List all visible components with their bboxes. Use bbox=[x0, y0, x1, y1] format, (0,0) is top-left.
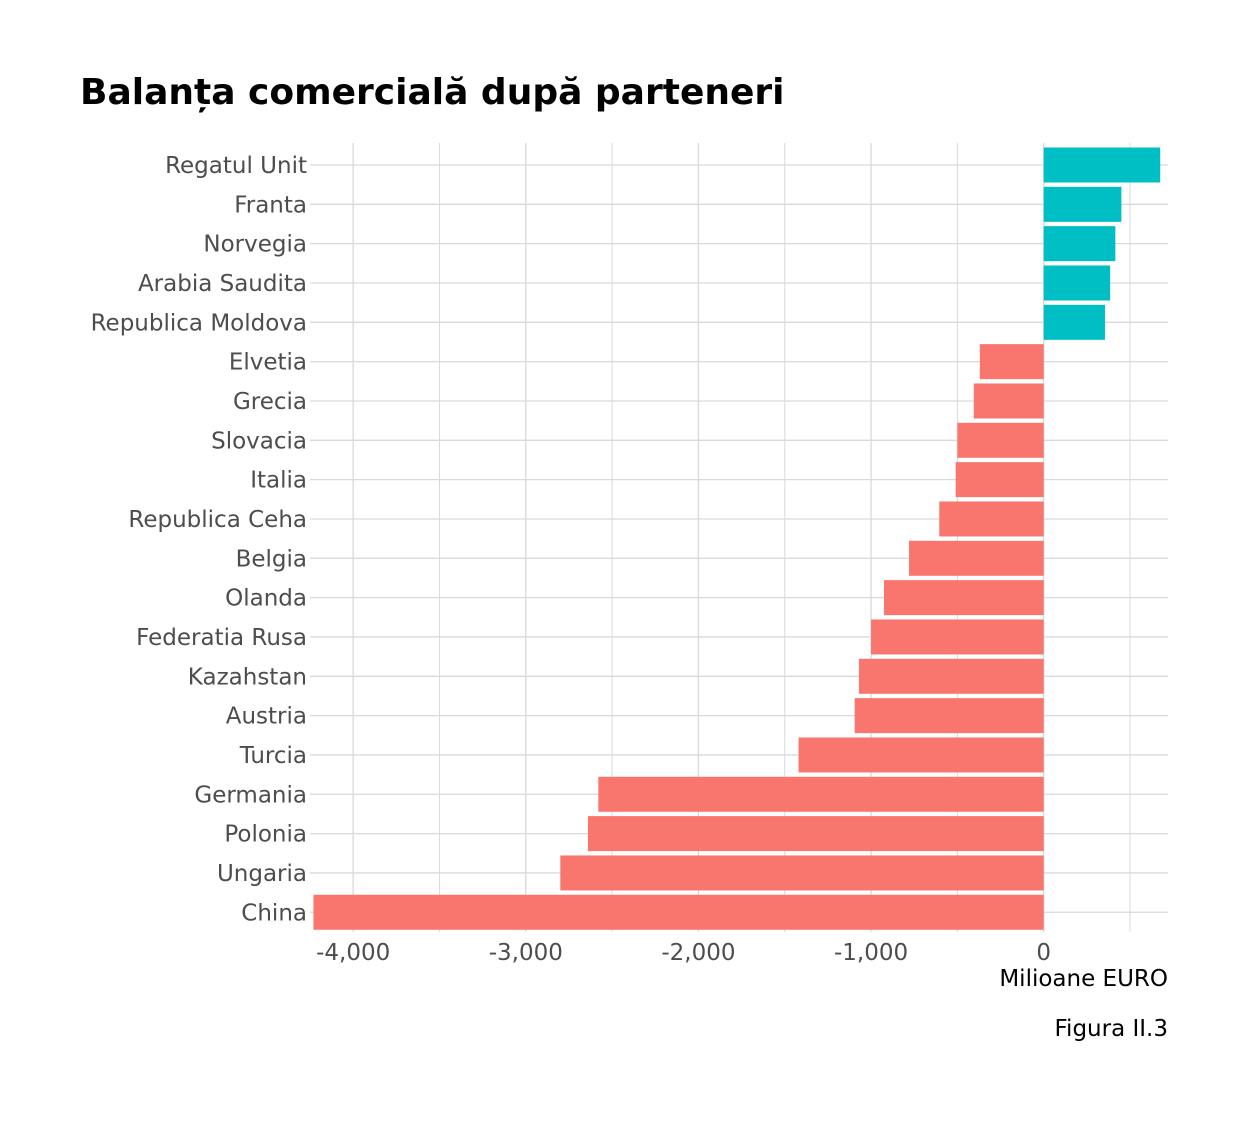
y-tick-label: Austria bbox=[226, 704, 307, 730]
figure-caption: Figura II.3 bbox=[1054, 1016, 1169, 1042]
bar bbox=[854, 698, 1044, 734]
y-tick-label: Arabia Saudita bbox=[138, 271, 307, 297]
bar bbox=[858, 658, 1044, 694]
chart-title: Balanța comercială după parteneri bbox=[80, 72, 785, 113]
x-tick-label: 0 bbox=[1036, 940, 1051, 966]
y-tick-label: Franta bbox=[234, 192, 307, 218]
y-tick-label: China bbox=[241, 900, 307, 926]
bar bbox=[979, 344, 1044, 380]
y-tick-label: Federatia Rusa bbox=[136, 625, 307, 651]
y-tick-label: Olanda bbox=[225, 586, 307, 612]
bar bbox=[1043, 147, 1161, 183]
y-tick-label: Republica Moldova bbox=[91, 310, 307, 336]
x-tick-label: -4,000 bbox=[316, 940, 390, 966]
bar bbox=[798, 737, 1044, 773]
bar bbox=[587, 816, 1044, 852]
y-tick-label: Belgia bbox=[236, 546, 307, 572]
bar bbox=[884, 580, 1044, 616]
bar bbox=[1043, 226, 1116, 262]
bar bbox=[909, 540, 1044, 576]
x-tick-label: -3,000 bbox=[489, 940, 563, 966]
bar bbox=[955, 462, 1044, 498]
y-tick-label: Norvegia bbox=[203, 232, 307, 258]
bar bbox=[957, 422, 1044, 458]
y-tick-label: Republica Ceha bbox=[128, 507, 307, 533]
y-tick-label: Grecia bbox=[233, 389, 307, 415]
y-tick-label: Italia bbox=[250, 468, 307, 494]
y-tick-label: Ungaria bbox=[217, 861, 307, 887]
y-tick-label: Regatul Unit bbox=[165, 153, 307, 179]
y-tick-label: Slovacia bbox=[211, 428, 307, 454]
bar bbox=[973, 383, 1044, 419]
bar bbox=[1043, 304, 1105, 340]
bar bbox=[939, 501, 1044, 537]
bar bbox=[598, 776, 1044, 812]
y-tick-label: Germania bbox=[194, 782, 307, 808]
bar bbox=[1043, 265, 1111, 301]
y-tick-label: Polonia bbox=[224, 822, 307, 848]
bar bbox=[1043, 186, 1122, 222]
x-axis-title: Milioane EURO bbox=[999, 966, 1168, 992]
x-tick-label: -2,000 bbox=[661, 940, 735, 966]
y-tick-label: Turcia bbox=[239, 743, 307, 769]
bar bbox=[313, 894, 1044, 930]
bar bbox=[871, 619, 1044, 655]
y-tick-label: Elvetia bbox=[229, 350, 307, 376]
x-tick-label: -1,000 bbox=[834, 940, 908, 966]
bar bbox=[560, 855, 1044, 891]
y-tick-label: Kazahstan bbox=[188, 664, 307, 690]
